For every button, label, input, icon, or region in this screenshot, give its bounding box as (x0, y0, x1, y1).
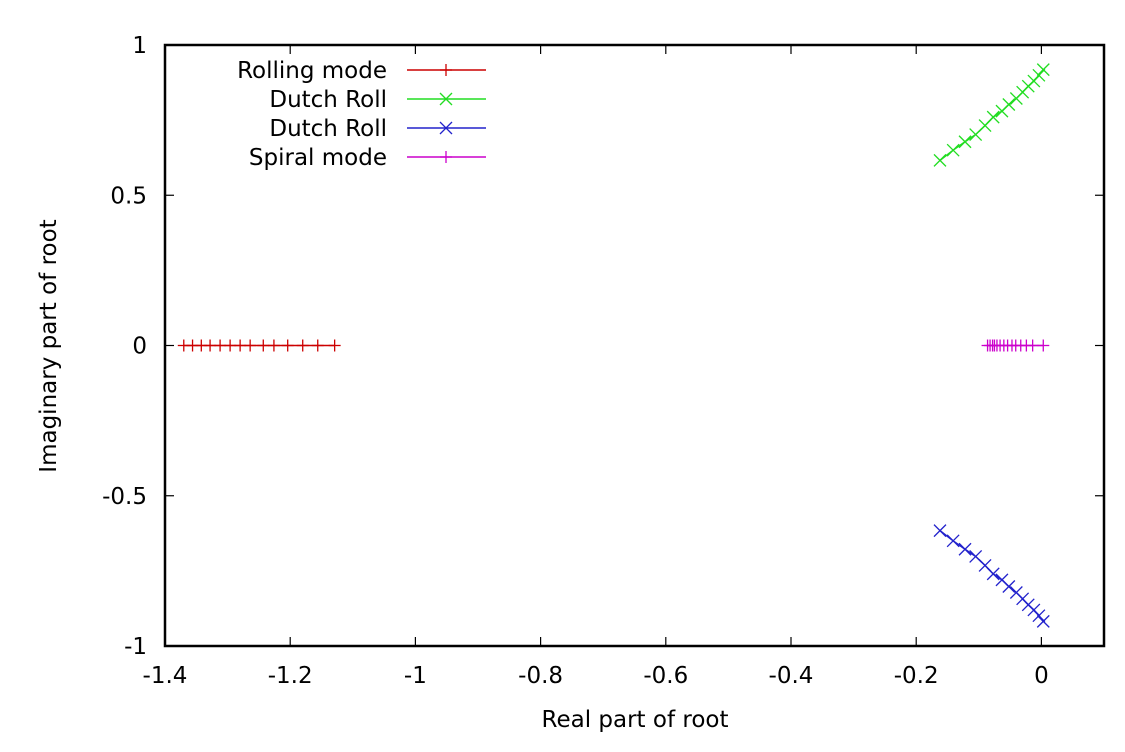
x-tick-label: -0.2 (894, 663, 939, 689)
data-series (177, 63, 1050, 628)
x-tick-label: -1 (404, 663, 427, 689)
legend-entry: Dutch Roll (269, 87, 486, 113)
x-tick-label: -0.6 (643, 663, 688, 689)
x-axis-title: Real part of root (542, 707, 729, 733)
legend-entry: Dutch Roll (269, 116, 486, 142)
x-tick-label: -0.8 (518, 663, 563, 689)
y-axis-title: Imaginary part of root (36, 219, 62, 472)
legend-label: Dutch Roll (269, 87, 387, 113)
legend-entry: Spiral mode (249, 145, 486, 171)
legend-label: Rolling mode (237, 58, 387, 84)
y-axis-ticks: -1 -0.5 0 0.5 1 (102, 33, 1104, 660)
series-spiral-mode-3 (981, 339, 1050, 352)
y-tick-label: -1 (124, 634, 147, 660)
x-tick-label: -0.4 (769, 663, 814, 689)
legend-label: Spiral mode (249, 145, 387, 171)
x-tick-label: -1.4 (143, 663, 188, 689)
legend: Rolling mode Dutch Roll Dutch Roll Spiral m… (237, 58, 486, 171)
series-rolling-mode-0 (177, 339, 341, 352)
legend-entry: Rolling mode (237, 58, 486, 84)
y-tick-label: 0 (132, 334, 147, 360)
series-dutch-roll-1 (933, 63, 1050, 167)
x-tick-label: 0 (1034, 663, 1049, 689)
y-tick-label: 0.5 (110, 183, 147, 209)
x-axis-ticks: -1.4 -1.2 -1 -0.8 -0.6 -0.4 -0.2 0 (143, 45, 1049, 689)
series-dutch-roll-2 (933, 524, 1050, 628)
y-tick-label: 1 (132, 33, 147, 59)
x-tick-label: -1.2 (268, 663, 313, 689)
legend-label: Dutch Roll (269, 116, 387, 142)
y-tick-label: -0.5 (102, 484, 147, 510)
